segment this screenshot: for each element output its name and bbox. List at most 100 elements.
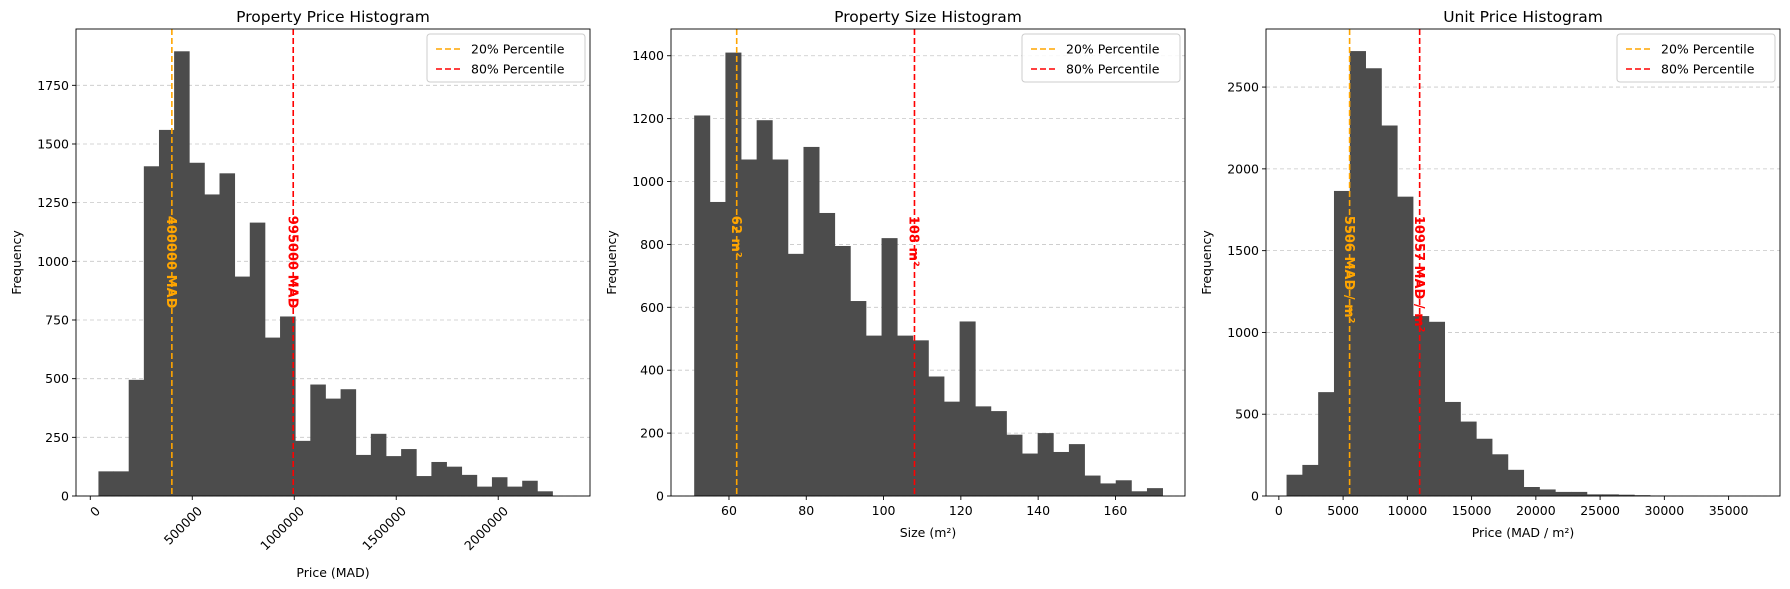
bar <box>416 476 432 496</box>
y-tick-label: 1500 <box>37 136 69 151</box>
x-tick-label: 1000000 <box>257 503 307 553</box>
y-tick-label: 600 <box>640 300 664 315</box>
legend: 20% Percentile 80% Percentile <box>1021 33 1181 83</box>
bar <box>881 238 898 497</box>
bar <box>1131 491 1148 496</box>
bar <box>1602 494 1619 496</box>
bar <box>370 433 387 496</box>
legend-entry: 20% Percentile <box>471 42 565 57</box>
bar <box>897 335 914 496</box>
bar <box>1492 454 1509 496</box>
x-tick-label: 5000 <box>1327 503 1359 518</box>
bar <box>204 194 220 497</box>
bar <box>943 401 961 496</box>
axes-frame <box>1265 28 1781 497</box>
bar <box>1618 494 1635 496</box>
chart-title: Unit Price Histogram <box>1443 8 1603 26</box>
y-tick-label: 1000 <box>1227 325 1259 340</box>
percentile-label: 995000 MAD <box>284 216 299 309</box>
x-tick-label: 100 <box>872 503 896 518</box>
bar <box>1333 190 1351 496</box>
bar <box>1539 489 1556 496</box>
bar <box>249 222 266 496</box>
bar <box>113 471 130 496</box>
bar <box>491 477 508 496</box>
y-tick-label: 250 <box>45 430 69 445</box>
legend-entry: 20% Percentile <box>1661 42 1755 57</box>
bars <box>1286 51 1762 497</box>
axes-frame <box>670 28 1186 497</box>
x-tick-label: 25000 <box>1580 503 1620 518</box>
bar <box>1318 392 1335 496</box>
bar <box>385 456 402 496</box>
y-axis-label: Frequency <box>9 230 24 295</box>
x-axis-label: Price (MAD / m²) <box>1472 525 1575 540</box>
legend-box <box>1616 33 1776 83</box>
bar <box>959 321 976 496</box>
y-tick-label: 1400 <box>632 48 664 63</box>
legend-entry: 80% Percentile <box>1661 62 1755 77</box>
y-tick-label: 0 <box>61 489 69 504</box>
bar <box>1365 68 1382 496</box>
bar <box>772 159 789 496</box>
y-axis-label: Frequency <box>1199 230 1214 295</box>
x-tick-label: 0 <box>1275 503 1283 518</box>
x-axis-label: Price (MAD) <box>296 565 369 580</box>
bar <box>709 201 726 497</box>
bar <box>189 162 205 496</box>
bars <box>98 51 553 497</box>
bar <box>1460 421 1477 496</box>
x-tick-label: 2000000 <box>461 503 511 553</box>
bar <box>1555 491 1572 496</box>
legend: 20% Percentile 80% Percentile <box>1616 33 1776 83</box>
bar <box>461 474 478 496</box>
bar <box>522 480 538 496</box>
y-tick-label: 2500 <box>1227 80 1259 95</box>
bar <box>1100 483 1117 496</box>
bar <box>1084 475 1101 496</box>
y-tick-label: 2000 <box>1227 161 1259 176</box>
bar <box>850 301 867 496</box>
x-axis-label: Size (m²) <box>900 525 957 540</box>
bar <box>507 486 523 496</box>
bar <box>1286 474 1303 496</box>
bar <box>431 461 447 496</box>
x-tick-label: 10000 <box>1387 503 1427 518</box>
bar <box>219 173 236 496</box>
legend: 20% Percentile 80% Percentile <box>426 33 586 83</box>
percentile-label: 5506 MAD / m² <box>1341 216 1356 324</box>
bar <box>1022 453 1039 496</box>
y-tick-label: 0 <box>1251 489 1259 504</box>
bar <box>741 159 758 496</box>
bar <box>401 449 417 496</box>
bar <box>865 335 882 496</box>
legend-entry: 80% Percentile <box>1066 62 1160 77</box>
bar <box>1115 480 1132 496</box>
bar <box>1586 494 1604 496</box>
chart-2: Property Size Histogram 62 m² 108 m² 0 200 40… <box>604 8 1186 540</box>
bar <box>264 337 281 496</box>
bar <box>1397 196 1414 497</box>
x-tick-label: 1500000 <box>359 503 409 553</box>
bar <box>446 466 463 496</box>
bar <box>725 52 742 497</box>
bar <box>234 276 251 496</box>
bar <box>1476 438 1493 496</box>
bar <box>174 51 190 496</box>
y-tick-label: 1200 <box>632 111 664 126</box>
bar <box>355 454 372 496</box>
y-tick-label: 1250 <box>37 195 69 210</box>
y-tick-label: 750 <box>45 312 69 327</box>
percentile-label: 10957 MAD / m² <box>1411 216 1426 333</box>
axes-frame <box>75 28 591 497</box>
bar <box>1571 491 1588 496</box>
chart-3: Unit Price Histogram 5506 MAD / m² 10957 M… <box>1199 8 1781 540</box>
chart-1: Property Price Histogram 400000 MAD 995000… <box>9 8 591 580</box>
y-tick-label: 1500 <box>1227 243 1259 258</box>
bar <box>834 245 851 496</box>
y-tick-label: 1000 <box>37 254 69 269</box>
y-tick-label: 1000 <box>632 174 664 189</box>
bar <box>1381 125 1398 497</box>
chart-title: Property Price Histogram <box>236 8 430 26</box>
x-tick-label: 35000 <box>1709 503 1749 518</box>
